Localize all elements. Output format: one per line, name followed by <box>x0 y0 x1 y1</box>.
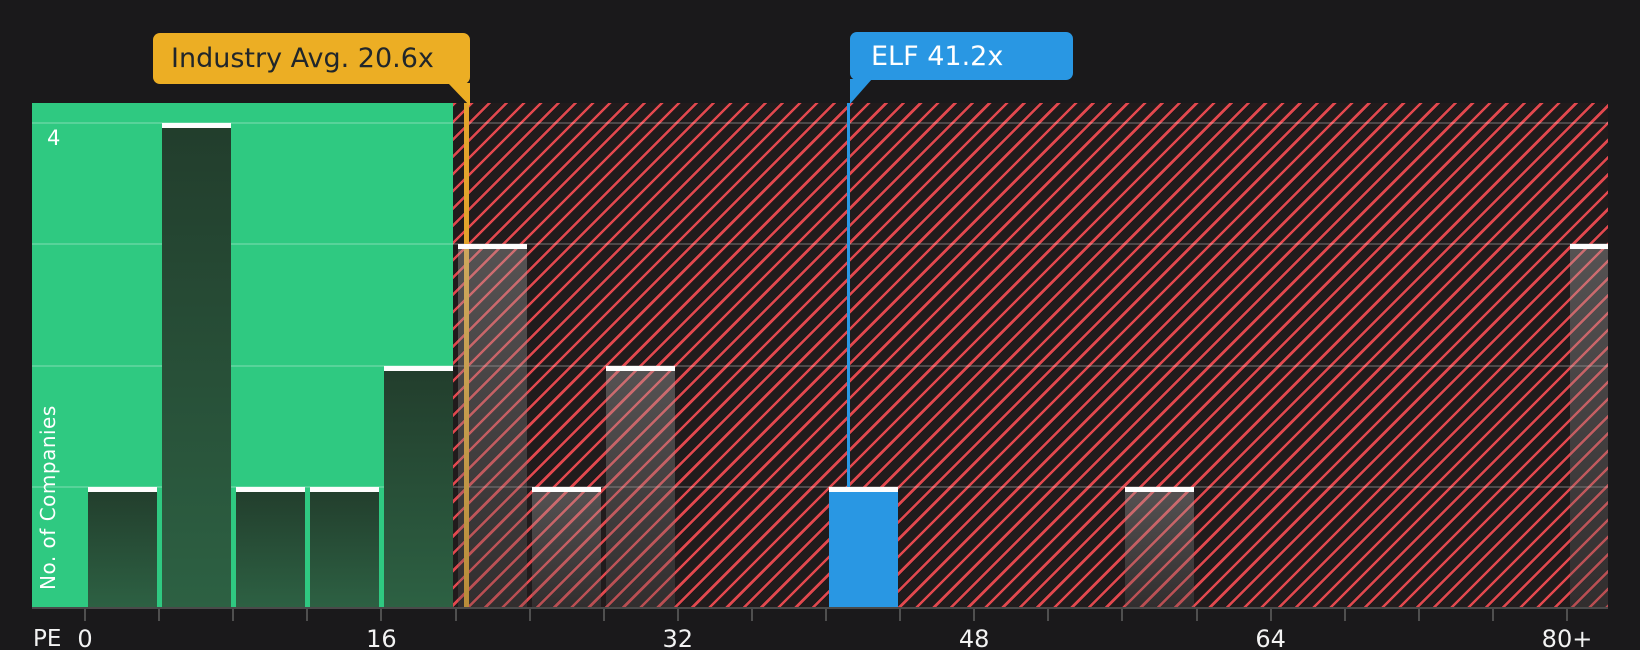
x-tick-label: 32 <box>662 625 694 650</box>
elf-line <box>846 103 850 608</box>
bar-top-cap <box>309 486 379 492</box>
x-tick-label: 64 <box>1255 625 1286 650</box>
histogram-bar[interactable] <box>309 486 379 608</box>
y-axis-max-tick-label: 4 <box>47 126 61 150</box>
y-gridline-3 <box>32 243 1608 246</box>
bar-top-cap <box>606 365 676 371</box>
x-tick-label: 48 <box>958 625 990 650</box>
x-tick-label: 80+ <box>1541 625 1593 650</box>
x-tick-mark <box>973 609 976 621</box>
above-average-hatched-zone <box>453 103 1608 608</box>
y-axis-title: No. of Companies <box>36 405 60 590</box>
x-tick-mark <box>84 609 86 621</box>
histogram-bar[interactable] <box>606 365 676 608</box>
bar-top-cap <box>1124 486 1194 492</box>
y-gridline-4 <box>32 122 1608 125</box>
bar-top-cap <box>235 486 305 492</box>
x-tick-mark <box>1566 609 1568 621</box>
elf-tooltip-pointer <box>850 79 872 104</box>
x-tick-mark <box>1121 609 1124 621</box>
histogram-bar[interactable] <box>532 486 602 608</box>
x-tick-mark <box>750 609 753 621</box>
x-tick-label: 16 <box>366 625 397 650</box>
industry-avg-tooltip[interactable]: Industry Avg. 20.6x <box>153 33 470 84</box>
x-tick-mark <box>1269 609 1272 621</box>
bar-top-cap <box>87 486 157 492</box>
bar-top-cap <box>828 486 898 492</box>
x-tick-mark <box>1491 609 1494 621</box>
x-tick-mark <box>825 609 827 621</box>
histogram-bar[interactable] <box>1124 486 1194 608</box>
bar-top-cap <box>532 486 602 492</box>
bar-top-cap <box>458 244 528 250</box>
industry-avg-tooltip-label: Industry Avg. 20.6x <box>171 43 434 74</box>
x-axis-line <box>32 607 1608 609</box>
x-tick-mark <box>232 609 235 621</box>
x-tick-mark <box>676 609 679 621</box>
plot-area <box>32 103 1608 608</box>
elf-tooltip-label: ELF 41.2x <box>871 40 1004 72</box>
histogram-bar[interactable] <box>235 486 305 608</box>
x-tick-mark <box>306 609 309 621</box>
histogram-bar[interactable] <box>383 365 453 608</box>
bar-top-cap <box>1569 244 1608 250</box>
bar-top-cap <box>161 123 231 129</box>
x-tick-mark <box>1343 609 1346 621</box>
histogram-bar[interactable] <box>87 486 157 608</box>
x-tick-label: 0 <box>77 625 93 650</box>
x-tick-mark <box>1417 609 1420 621</box>
x-axis-title: PE <box>33 626 62 650</box>
histogram-bar[interactable] <box>161 123 231 608</box>
industry-avg-line <box>464 103 470 608</box>
bar-top-cap <box>383 365 453 371</box>
x-tick-mark <box>380 609 383 621</box>
y-gridline-1 <box>32 485 1608 488</box>
x-tick-mark <box>602 609 605 621</box>
x-tick-mark <box>1047 609 1050 621</box>
x-tick-mark <box>1195 609 1198 621</box>
elf-tooltip[interactable]: ELF 41.2x <box>850 32 1073 80</box>
histogram-bar[interactable] <box>1569 244 1608 608</box>
x-tick-mark <box>899 609 902 621</box>
histogram-bar[interactable] <box>458 244 528 608</box>
elf-bar[interactable] <box>828 486 898 608</box>
x-tick-mark <box>454 609 457 621</box>
y-gridline-2 <box>32 364 1608 367</box>
x-tick-mark <box>528 609 531 621</box>
x-tick-mark <box>158 609 161 621</box>
